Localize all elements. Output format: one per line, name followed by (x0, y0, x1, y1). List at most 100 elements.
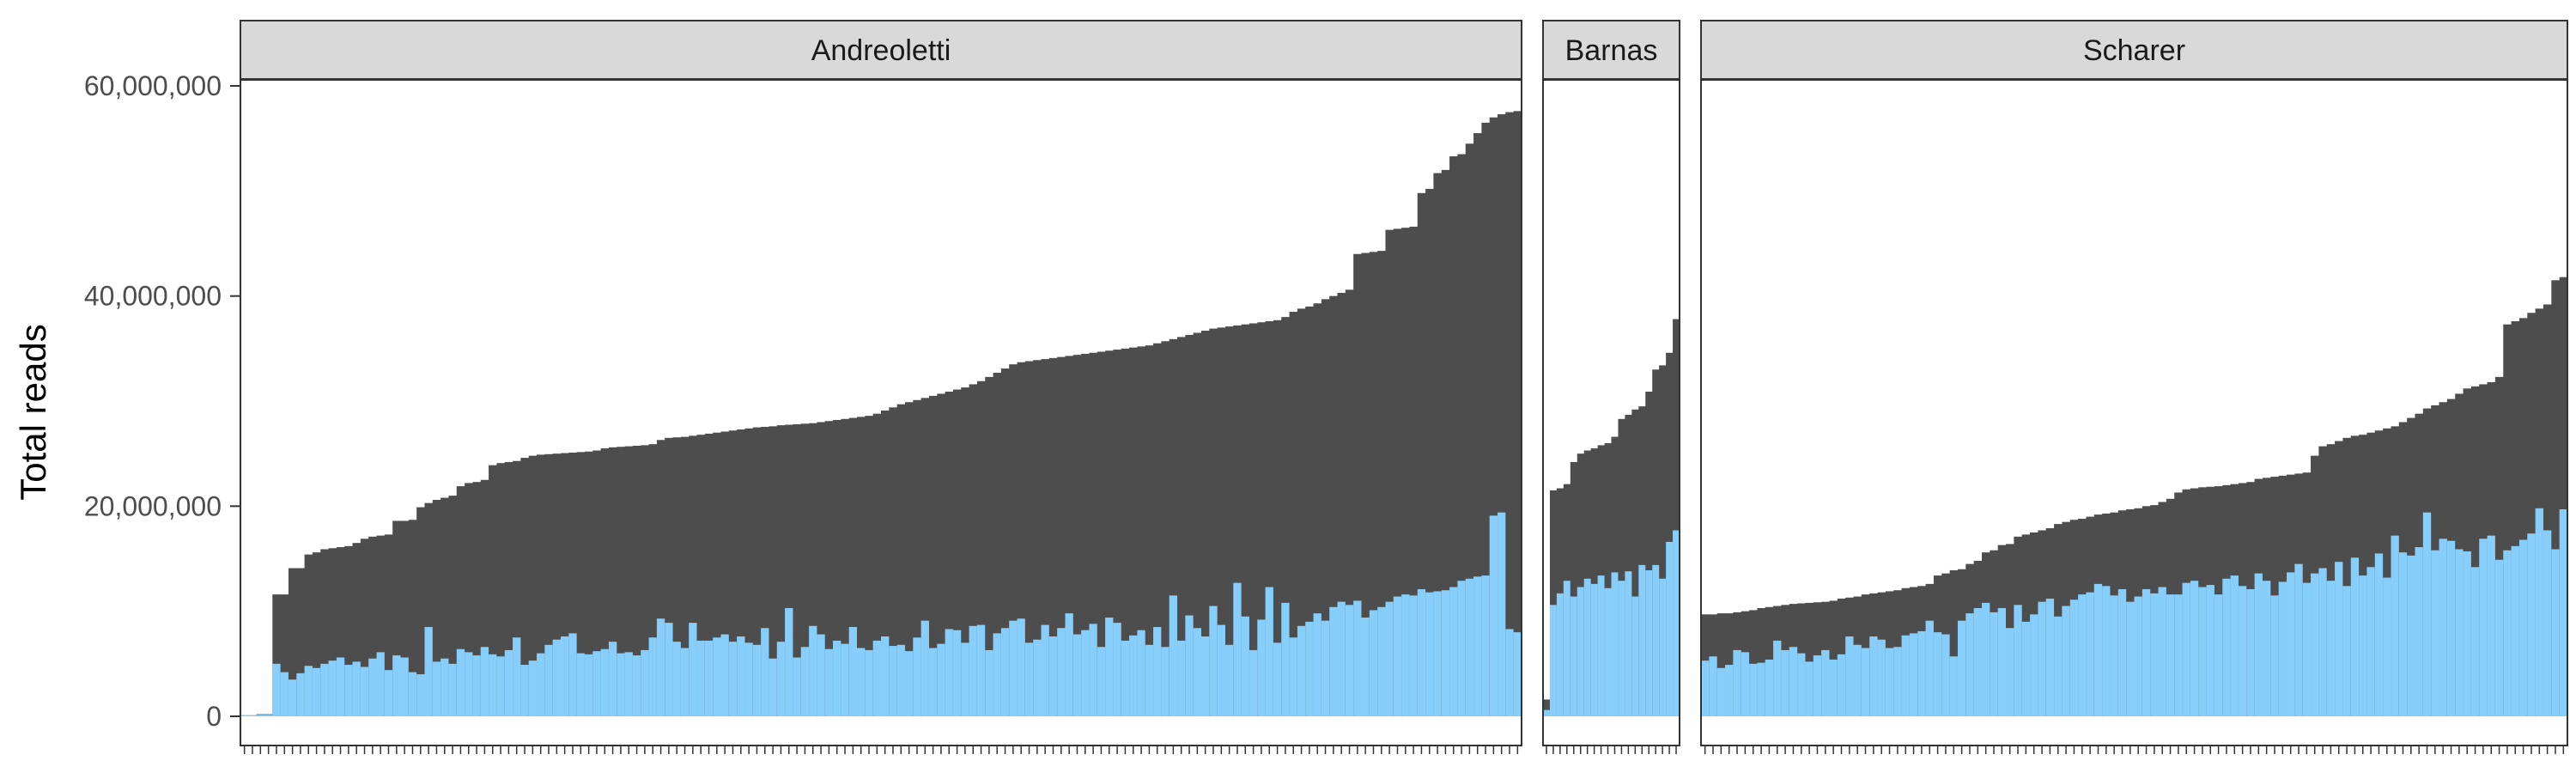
bar-total-reads (928, 395, 938, 716)
bar-highlighted-reads (889, 646, 898, 716)
bar-highlighted-reads (617, 653, 626, 716)
bar-highlighted-reads (2551, 549, 2561, 716)
bar-total-reads (1570, 461, 1578, 716)
bar-total-reads (1505, 112, 1515, 717)
bar-total-reads (2527, 313, 2537, 716)
facet-strip-label: Andreoletti (811, 34, 951, 67)
bar-total-reads (1409, 226, 1419, 717)
bar-total-reads (392, 520, 402, 716)
bar-highlighted-reads (689, 623, 698, 716)
bar-highlighted-reads (1081, 630, 1091, 716)
bar-total-reads (496, 463, 506, 716)
bar-total-reads (1673, 319, 1680, 716)
bar-total-reads (1161, 341, 1170, 716)
y-axis-title: Total reads (13, 324, 53, 500)
bar-total-reads (1465, 143, 1474, 717)
bar-highlighted-reads (1193, 628, 1202, 716)
bar-highlighted-reads (1265, 587, 1274, 716)
bar-total-reads (1089, 352, 1098, 716)
bar-highlighted-reads (1957, 620, 1966, 716)
bar-highlighted-reads (865, 649, 874, 716)
bar-highlighted-reads (256, 715, 265, 716)
bar-total-reads (280, 594, 289, 716)
bar-highlighted-reads (1161, 647, 1170, 716)
bar-highlighted-reads (1625, 571, 1632, 716)
bar-highlighted-reads (2069, 600, 2079, 716)
bar-total-reads (672, 437, 682, 716)
bar-highlighted-reads (769, 658, 778, 716)
bar-total-reads (296, 568, 306, 716)
facet-strip (240, 20, 1522, 80)
bar-highlighted-reads (320, 663, 330, 716)
bar-total-reads (809, 423, 817, 716)
bar-total-reads (2470, 386, 2480, 716)
bar-highlighted-reads (304, 666, 313, 716)
bar-highlighted-reads (1033, 639, 1042, 716)
bar-highlighted-reads (1417, 588, 1426, 716)
bar-highlighted-reads (696, 640, 706, 716)
bar-highlighted-reads (2021, 621, 2031, 716)
bar-total-reads (440, 497, 450, 716)
bar-highlighted-reads (1877, 639, 1886, 716)
bar-total-reads (752, 427, 762, 716)
bar-total-reads (896, 404, 906, 716)
bar-highlighted-reads (761, 628, 770, 716)
bar-highlighted-reads (1797, 653, 1807, 716)
bar-total-reads (857, 417, 866, 716)
bar-highlighted-reads (904, 651, 914, 716)
bar-highlighted-reads (328, 660, 337, 716)
bar-highlighted-reads (2166, 594, 2175, 716)
bar-highlighted-reads (1201, 636, 1210, 716)
bar-total-reads (1638, 406, 1646, 716)
bar-total-reads (1177, 337, 1186, 716)
bar-total-reads (480, 479, 489, 716)
bar-highlighted-reads (1169, 595, 1178, 716)
bar-highlighted-reads (1733, 649, 1742, 716)
bar-total-reads (1249, 323, 1258, 716)
bar-total-reads (576, 452, 586, 716)
bar-highlighted-reads (1465, 578, 1474, 716)
bar-highlighted-reads (1329, 606, 1339, 716)
bar-highlighted-reads (1725, 665, 1734, 716)
bar-total-reads (432, 499, 441, 716)
bar-highlighted-reads (744, 642, 754, 716)
bar-highlighted-reads (280, 672, 289, 716)
bar-total-reads (1121, 348, 1130, 716)
bar-total-reads (416, 507, 426, 716)
bar-highlighted-reads (1089, 624, 1098, 716)
bar-total-reads (336, 547, 345, 716)
bar-total-reads (600, 448, 610, 716)
bar-total-reads (528, 455, 538, 716)
facet-panel-barnas: Barnas (1542, 20, 1680, 754)
facet-panels: Andreoletti Barnas Scharer (240, 20, 2568, 754)
bar-total-reads (624, 446, 634, 716)
bar-highlighted-reads (1917, 630, 1927, 716)
bar-highlighted-reads (1177, 640, 1186, 716)
bar-highlighted-reads (928, 648, 938, 716)
bar-highlighted-reads (2487, 535, 2496, 716)
bar-total-reads (1153, 343, 1162, 716)
bar-highlighted-reads (2398, 552, 2408, 716)
bar-total-reads (1393, 228, 1402, 717)
bar-highlighted-reads (2262, 581, 2271, 716)
bar-total-reads (1829, 600, 1838, 716)
bar-highlighted-reads (1805, 661, 1814, 716)
bar-highlighted-reads (2158, 587, 2167, 716)
bar-highlighted-reads (648, 637, 658, 716)
bar-highlighted-reads (665, 623, 674, 716)
bar-highlighted-reads (2086, 592, 2095, 716)
y-tick-label: 0 (206, 701, 222, 732)
bar-highlighted-reads (2054, 616, 2063, 716)
bar-total-reads (1169, 338, 1178, 716)
bar-highlighted-reads (1597, 575, 1606, 716)
bar-highlighted-reads (2559, 509, 2568, 716)
bar-total-reads (689, 435, 698, 716)
bar-highlighted-reads (376, 652, 386, 716)
bar-highlighted-reads (1024, 642, 1034, 716)
bar-highlighted-reads (1901, 635, 1911, 716)
bar-total-reads (648, 444, 658, 716)
bar-total-reads (1129, 347, 1138, 716)
bar-total-reads (2559, 277, 2568, 716)
bar-highlighted-reads (2030, 614, 2038, 716)
bar-total-reads (1457, 154, 1467, 716)
